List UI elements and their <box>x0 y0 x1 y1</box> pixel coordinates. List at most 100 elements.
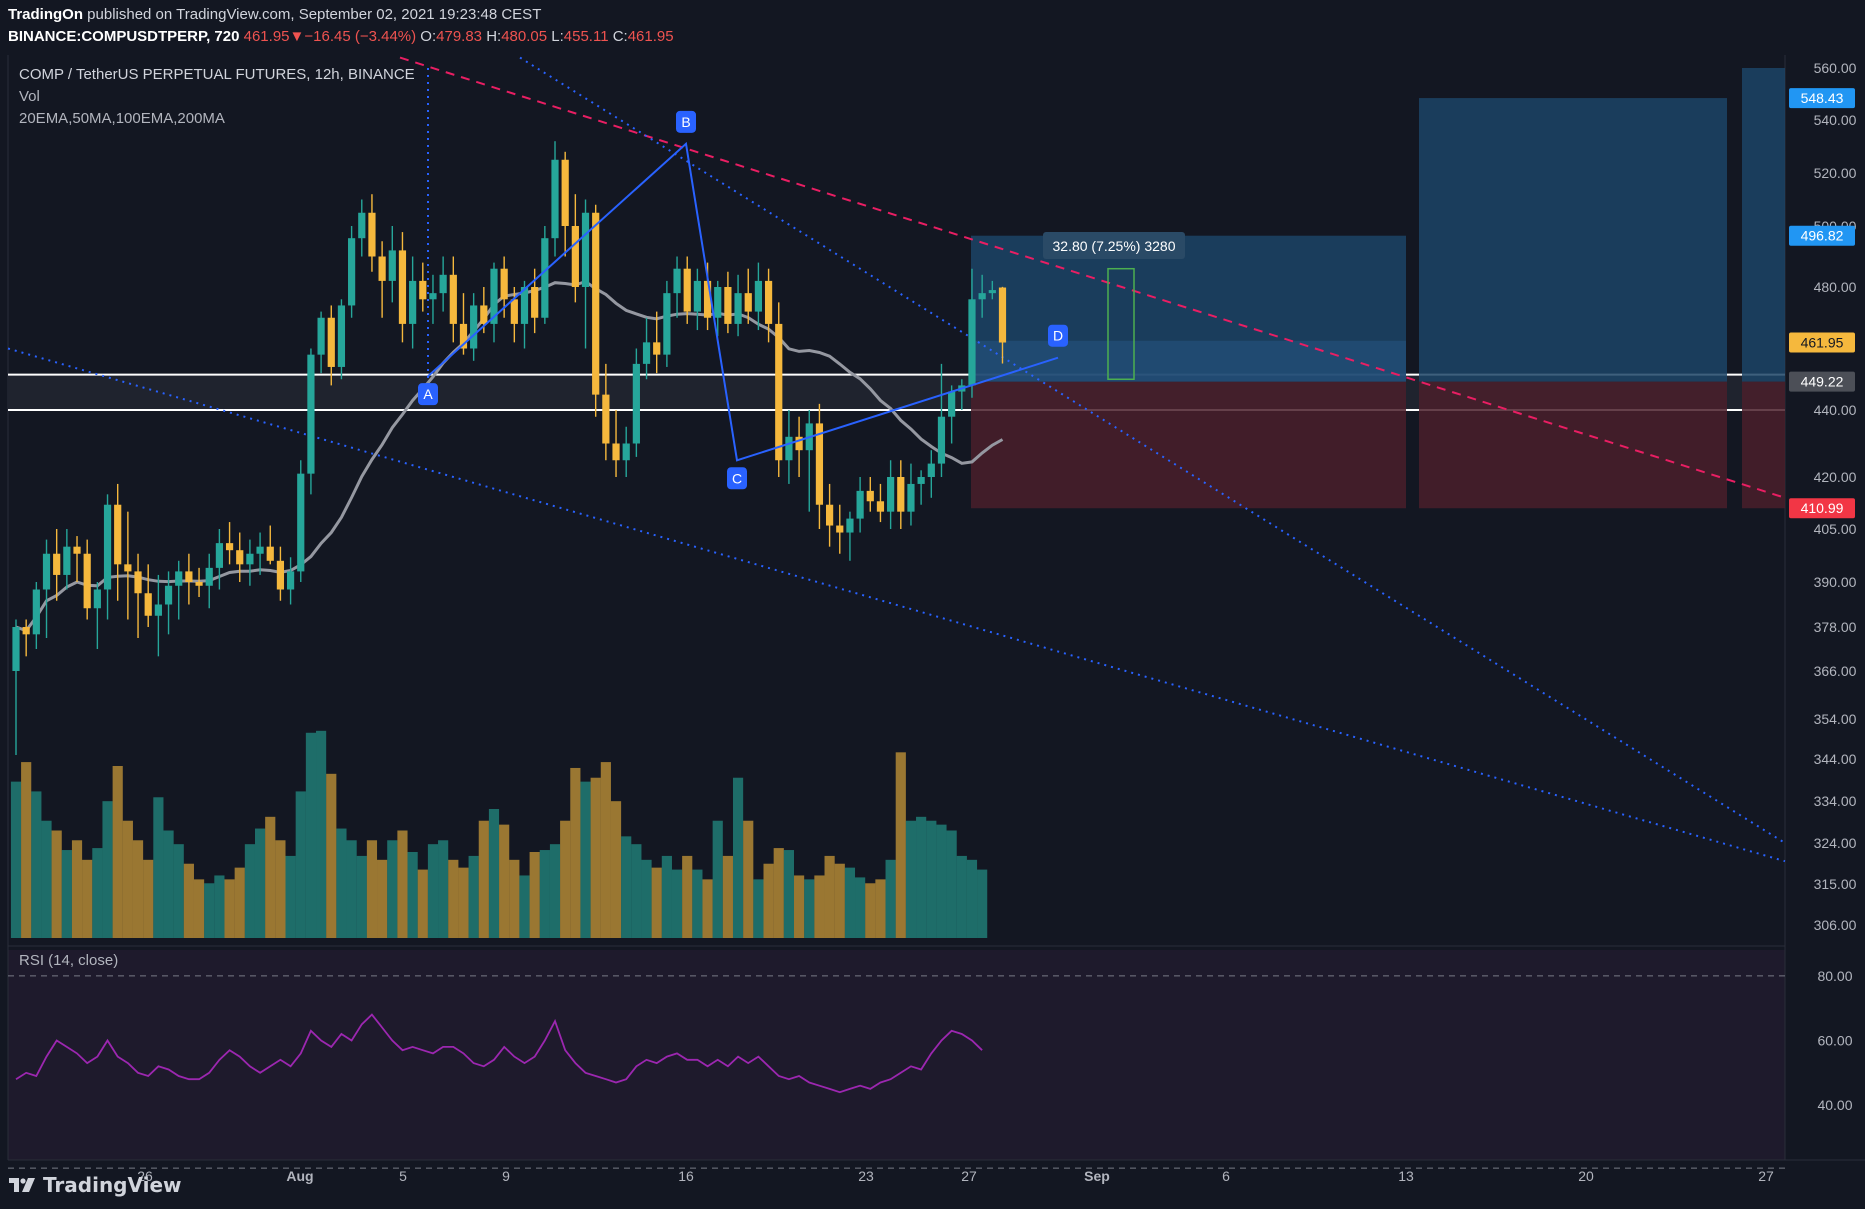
candle-body <box>480 305 488 324</box>
volume-bar <box>61 850 72 938</box>
volume-bar <box>468 855 479 938</box>
price-badge-bg <box>1789 88 1855 109</box>
time-tick-label: 27 <box>961 1168 977 1184</box>
volume-bar <box>783 850 795 938</box>
volume-bar <box>539 850 550 938</box>
volume-bar <box>183 863 194 938</box>
price-tick-label: 366.00 <box>1814 663 1857 679</box>
candle-body <box>500 268 508 300</box>
rsi-line <box>15 1013 983 1094</box>
volume-bar <box>661 855 672 938</box>
volume-bar <box>387 840 398 938</box>
candle-body <box>134 571 142 594</box>
candle-body <box>327 317 335 367</box>
candle-body <box>887 477 895 512</box>
position-2-target-zone <box>1419 98 1727 382</box>
time-tick-label: 5 <box>399 1168 407 1184</box>
candle-body <box>215 543 223 568</box>
candle-body <box>937 416 946 464</box>
volume-legend[interactable]: Vol <box>19 88 40 105</box>
brand-name: TradingView <box>42 1173 182 1197</box>
volume-bar <box>651 867 662 938</box>
volume-bar <box>499 824 510 938</box>
published-text: published on TradingView.com, September … <box>87 6 542 23</box>
candle-body <box>520 287 529 324</box>
candle-body <box>42 553 51 590</box>
volume-bar <box>397 830 408 938</box>
candle-body <box>907 483 915 512</box>
volume-bar <box>234 867 245 938</box>
volume-bar <box>692 869 703 938</box>
candle-body <box>581 212 590 287</box>
price-badge-bg <box>1789 371 1855 392</box>
candle-body <box>490 268 498 324</box>
candle-body <box>510 299 518 324</box>
volume-bar <box>926 820 937 938</box>
candle-body <box>276 560 285 590</box>
volume-bar <box>488 809 500 938</box>
volume-bar <box>122 820 133 938</box>
candle-body <box>551 159 559 239</box>
rsi-tick-label: 40.00 <box>1817 1097 1852 1113</box>
candle-body <box>561 159 569 226</box>
volume-bar <box>458 867 469 938</box>
volume-bar <box>753 879 764 938</box>
candle-body <box>734 293 742 324</box>
volume-bar <box>763 863 774 938</box>
volume-bar <box>631 844 642 938</box>
candle-body <box>764 280 773 324</box>
candle-body <box>358 212 366 239</box>
ma-legend[interactable]: 20EMA,50MA,100EMA,200MA <box>19 110 225 127</box>
publish-line: TradingOn published on TradingView.com, … <box>8 6 541 23</box>
price-badge-label: 461.95 <box>1801 335 1844 351</box>
price-badge-label: 496.82 <box>1801 228 1844 244</box>
footer-brand[interactable]: TradingView <box>8 1173 182 1197</box>
time-tick-label: 26 <box>137 1168 153 1184</box>
price-tick-label: 405.00 <box>1814 521 1857 537</box>
price-badge-label: 410.99 <box>1801 500 1844 516</box>
price-badge: 449.22 <box>1789 371 1855 392</box>
symbol-description[interactable]: COMP / TetherUS PERPETUAL FUTURES, 12h, … <box>19 66 415 83</box>
volume-bar <box>356 855 367 938</box>
candle-body <box>307 354 315 474</box>
open-value: 479.83 <box>436 28 483 45</box>
candle-body <box>286 571 295 590</box>
descending-trendline <box>399 56 1786 499</box>
candle-body <box>205 567 213 586</box>
candle-body <box>63 546 71 575</box>
volume-bar <box>977 869 988 938</box>
volume-bar <box>224 879 235 938</box>
candle-body <box>266 546 274 561</box>
candle-body <box>317 317 325 355</box>
price-tick-label: 560.00 <box>1814 60 1857 76</box>
candle-body <box>246 553 254 565</box>
price-badge-label: 449.22 <box>1801 374 1844 390</box>
candle-body <box>826 504 834 526</box>
pattern-point-badge <box>418 383 438 406</box>
candle-body <box>846 518 854 533</box>
candle-body <box>114 504 122 565</box>
candle-body <box>256 546 264 554</box>
candle-body <box>53 553 61 575</box>
position-3-stop-zone <box>1742 381 1785 509</box>
rsi-legend[interactable]: RSI (14, close) <box>19 952 119 969</box>
volume-bar <box>163 830 174 938</box>
publisher-name[interactable]: TradingOn <box>8 6 83 23</box>
volume-bar <box>956 855 967 938</box>
volume-bar <box>905 820 917 938</box>
volume-bar <box>946 830 957 938</box>
volume-bar <box>743 820 754 938</box>
time-tick-label: 23 <box>858 1168 874 1184</box>
pattern-point-c: C <box>727 467 747 490</box>
price-badge: 410.99 <box>1789 498 1855 519</box>
change-arrow-icon: ▼ <box>289 28 305 45</box>
price-tick-label: 354.00 <box>1814 711 1857 727</box>
volume-bar <box>844 867 856 938</box>
measure-tool: 32.80 (7.25%) 3280 <box>1043 232 1185 381</box>
lower-channel-line <box>7 347 1786 863</box>
volume-bar <box>366 840 378 938</box>
volume-bar <box>407 852 418 938</box>
candle-body <box>185 571 193 582</box>
